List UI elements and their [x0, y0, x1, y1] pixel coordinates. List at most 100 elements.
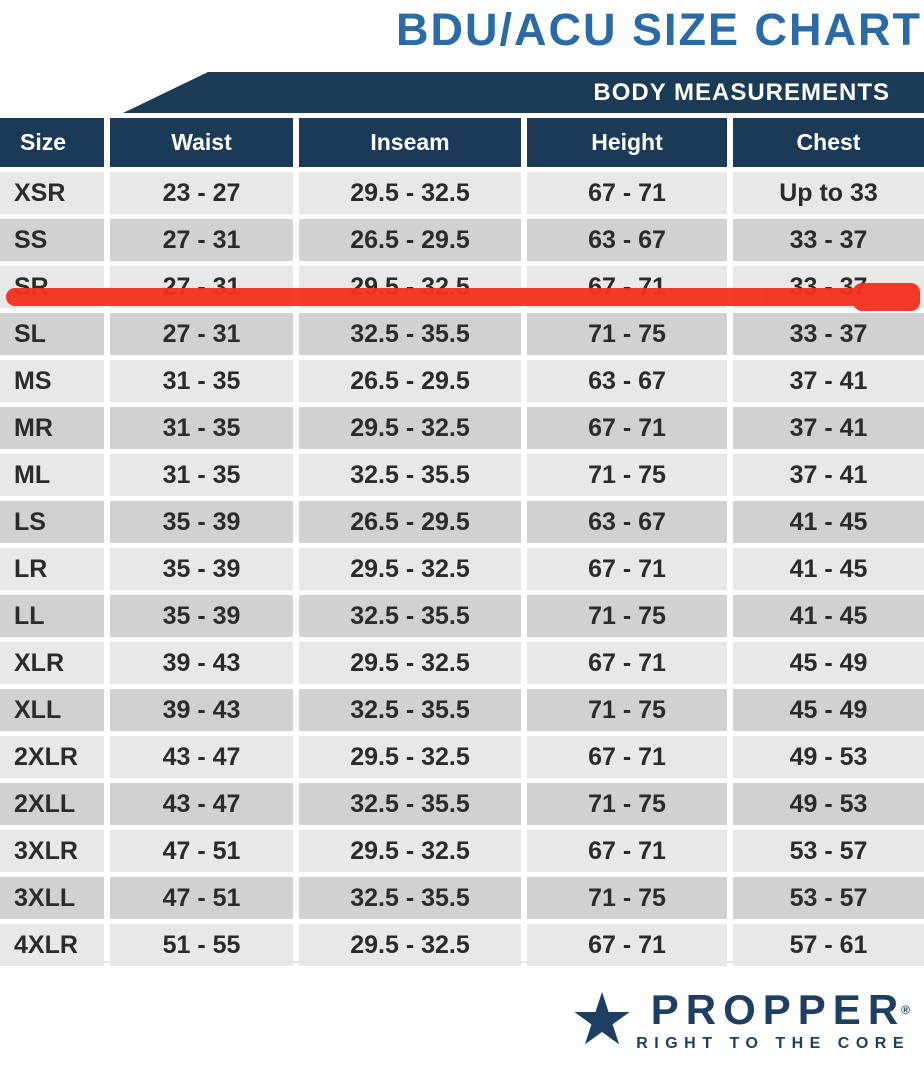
- cell-size: XLR: [0, 642, 104, 684]
- cell-height: 71 - 75: [527, 313, 727, 355]
- cell-height: 67 - 71: [527, 407, 727, 449]
- cell-waist: 47 - 51: [110, 830, 293, 872]
- cell-chest: 49 - 53: [733, 783, 924, 825]
- cell-chest: 41 - 45: [733, 548, 924, 590]
- cell-inseam: 29.5 - 32.5: [299, 407, 521, 449]
- cell-chest: 33 - 37: [733, 219, 924, 261]
- cell-inseam: 32.5 - 35.5: [299, 689, 521, 731]
- cell-chest: 45 - 49: [733, 689, 924, 731]
- cell-size: LL: [0, 595, 104, 637]
- cell-inseam: 32.5 - 35.5: [299, 313, 521, 355]
- cell-height: 71 - 75: [527, 689, 727, 731]
- red-marker-line: [6, 283, 920, 311]
- cell-waist: 43 - 47: [110, 736, 293, 778]
- cell-inseam: 26.5 - 29.5: [299, 360, 521, 402]
- body-measurements-label: BODY MEASUREMENTS: [593, 79, 890, 106]
- cell-inseam: 32.5 - 35.5: [299, 595, 521, 637]
- table-row: 2XLR 43 - 47 29.5 - 32.5 67 - 71 49 - 53: [0, 736, 924, 778]
- cell-inseam: 29.5 - 32.5: [299, 172, 521, 214]
- table-row: ML 31 - 35 32.5 - 35.5 71 - 75 37 - 41: [0, 454, 924, 496]
- table-row: XLL 39 - 43 32.5 - 35.5 71 - 75 45 - 49: [0, 689, 924, 731]
- cell-size: SS: [0, 219, 104, 261]
- header-cell-size: Size: [0, 118, 104, 167]
- propper-logo: ★ PROPPER® RIGHT TO THE CORE: [569, 980, 910, 1060]
- table-row: SL 27 - 31 32.5 - 35.5 71 - 75 33 - 37: [0, 313, 924, 355]
- cell-height: 67 - 71: [527, 172, 727, 214]
- cell-size: MR: [0, 407, 104, 449]
- cell-chest: 45 - 49: [733, 642, 924, 684]
- cell-chest: 33 - 37: [733, 313, 924, 355]
- cell-waist: 35 - 39: [110, 501, 293, 543]
- table-row: 2XLL 43 - 47 32.5 - 35.5 71 - 75 49 - 53: [0, 783, 924, 825]
- brand-tagline: RIGHT TO THE CORE: [636, 1034, 910, 1052]
- brand-name: PROPPER®: [651, 986, 910, 1033]
- cell-chest: 41 - 45: [733, 501, 924, 543]
- logo-text: PROPPER® RIGHT TO THE CORE: [636, 986, 910, 1053]
- cell-waist: 43 - 47: [110, 783, 293, 825]
- cell-inseam: 29.5 - 32.5: [299, 830, 521, 872]
- cell-waist: 27 - 31: [110, 313, 293, 355]
- table-row: SS 27 - 31 26.5 - 29.5 63 - 67 33 - 37: [0, 219, 924, 261]
- table-bottom-rule: [0, 961, 924, 963]
- cell-chest: Up to 33: [733, 172, 924, 214]
- cell-waist: 51 - 55: [110, 924, 293, 966]
- star-icon: ★: [569, 980, 635, 1060]
- cell-height: 71 - 75: [527, 783, 727, 825]
- cell-size: 3XLR: [0, 830, 104, 872]
- cell-waist: 31 - 35: [110, 360, 293, 402]
- cell-size: XSR: [0, 172, 104, 214]
- cell-height: 67 - 71: [527, 548, 727, 590]
- cell-waist: 27 - 31: [110, 219, 293, 261]
- cell-chest: 41 - 45: [733, 595, 924, 637]
- cell-size: 4XLR: [0, 924, 104, 966]
- header-cell-inseam: Inseam: [299, 118, 521, 167]
- table-row: LR 35 - 39 29.5 - 32.5 67 - 71 41 - 45: [0, 548, 924, 590]
- cell-size: LS: [0, 501, 104, 543]
- header-cell-waist: Waist: [110, 118, 293, 167]
- table-body: XSR 23 - 27 29.5 - 32.5 67 - 71 Up to 33 SS 27…: [0, 172, 924, 966]
- red-marker-endcap: [853, 283, 920, 311]
- header-cell-height: Height: [527, 118, 727, 167]
- cell-size: 3XLL: [0, 877, 104, 919]
- cell-inseam: 32.5 - 35.5: [299, 783, 521, 825]
- cell-height: 63 - 67: [527, 360, 727, 402]
- body-measurements-banner: BODY MEASUREMENTS: [123, 72, 924, 113]
- registered-trademark-icon: ®: [901, 1002, 910, 1017]
- cell-size: SL: [0, 313, 104, 355]
- cell-waist: 47 - 51: [110, 877, 293, 919]
- cell-inseam: 26.5 - 29.5: [299, 501, 521, 543]
- cell-chest: 37 - 41: [733, 454, 924, 496]
- cell-waist: 39 - 43: [110, 689, 293, 731]
- cell-size: 2XLL: [0, 783, 104, 825]
- cell-waist: 31 - 35: [110, 407, 293, 449]
- cell-height: 67 - 71: [527, 924, 727, 966]
- cell-inseam: 32.5 - 35.5: [299, 877, 521, 919]
- table-row: XSR 23 - 27 29.5 - 32.5 67 - 71 Up to 33: [0, 172, 924, 214]
- cell-chest: 37 - 41: [733, 407, 924, 449]
- cell-waist: 35 - 39: [110, 595, 293, 637]
- header-cell-chest: Chest: [733, 118, 924, 167]
- cell-waist: 39 - 43: [110, 642, 293, 684]
- cell-chest: 57 - 61: [733, 924, 924, 966]
- cell-size: LR: [0, 548, 104, 590]
- cell-inseam: 29.5 - 32.5: [299, 736, 521, 778]
- cell-waist: 35 - 39: [110, 548, 293, 590]
- cell-waist: 31 - 35: [110, 454, 293, 496]
- cell-inseam: 26.5 - 29.5: [299, 219, 521, 261]
- cell-size: XLL: [0, 689, 104, 731]
- table-row: 3XLL 47 - 51 32.5 - 35.5 71 - 75 53 - 57: [0, 877, 924, 919]
- cell-height: 71 - 75: [527, 454, 727, 496]
- cell-height: 63 - 67: [527, 501, 727, 543]
- cell-chest: 37 - 41: [733, 360, 924, 402]
- cell-size: 2XLR: [0, 736, 104, 778]
- page-title: BDU/ACU SIZE CHART: [396, 4, 922, 55]
- table-row: MS 31 - 35 26.5 - 29.5 63 - 67 37 - 41: [0, 360, 924, 402]
- cell-height: 67 - 71: [527, 830, 727, 872]
- table-row: LS 35 - 39 26.5 - 29.5 63 - 67 41 - 45: [0, 501, 924, 543]
- cell-height: 71 - 75: [527, 595, 727, 637]
- brand-word: PROPPER: [650, 985, 906, 1033]
- cell-height: 71 - 75: [527, 877, 727, 919]
- cell-chest: 49 - 53: [733, 736, 924, 778]
- cell-chest: 53 - 57: [733, 830, 924, 872]
